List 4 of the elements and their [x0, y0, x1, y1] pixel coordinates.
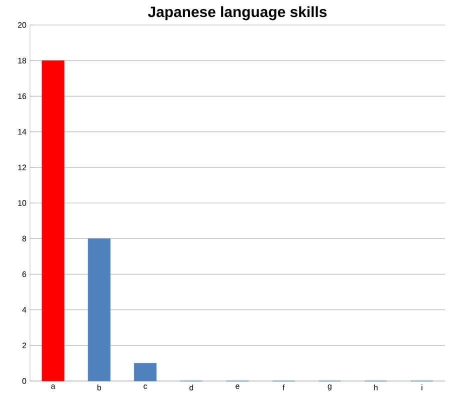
chart-title: Japanese language skills — [148, 6, 327, 20]
bar — [42, 60, 64, 382]
bar — [88, 238, 110, 382]
bar — [134, 363, 157, 382]
